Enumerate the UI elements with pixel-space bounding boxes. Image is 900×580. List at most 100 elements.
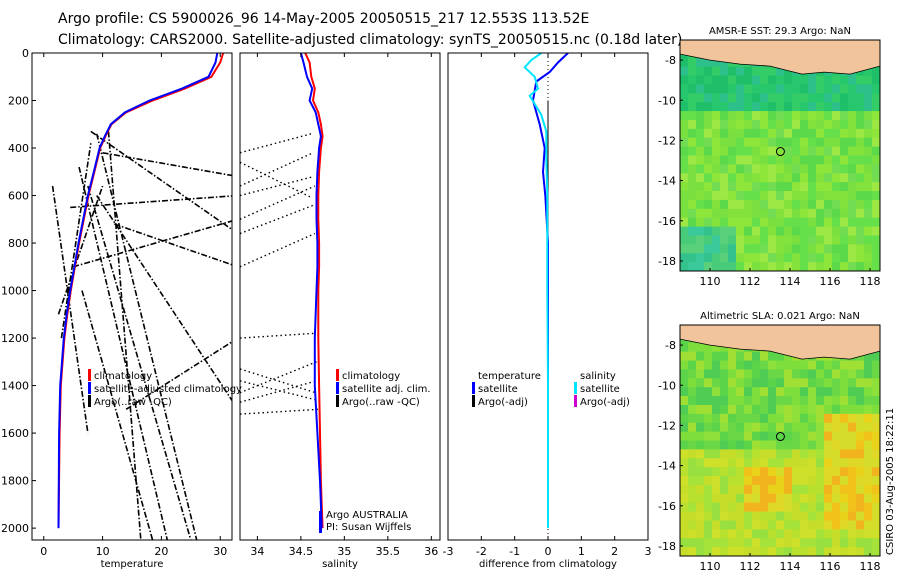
map-cell [832,431,841,442]
map-cell [824,191,833,201]
map-cell [816,235,825,245]
map-cell [744,387,753,397]
map-cell [864,244,873,254]
map-cell [792,369,801,379]
map-cell [808,75,817,86]
map-cell [832,413,841,424]
map-cell [808,93,817,103]
map-cell [768,511,777,522]
map-cell [856,458,865,468]
map-cell [832,93,841,103]
argo-profile-line [240,133,312,154]
x-tick-label: 10 [96,545,110,558]
map-cell [824,458,833,468]
map-cell [760,440,769,450]
map-cell [848,173,857,183]
map-cell [848,235,857,245]
map-frame [679,39,881,272]
map-cell [824,164,833,174]
map-cell [728,128,737,139]
map-cell [856,146,865,157]
map-cell [688,146,697,157]
map-cell [688,164,697,174]
map-cell [816,458,825,468]
map-cell [752,484,761,495]
map-cell [784,502,793,513]
map-cell [784,413,793,424]
map-cell [792,458,801,468]
map-cell [872,449,880,459]
map-cell [744,182,753,192]
map-cell [752,93,761,103]
y-tick-label: -12 [658,419,676,432]
map-cell [760,128,769,139]
map-cell [736,128,745,139]
map-cell [736,164,745,174]
map-cell [776,253,785,263]
map-cell [784,369,793,379]
map-cell [712,342,721,353]
map-cell [792,547,801,556]
map-cell [760,467,769,477]
map-cell [872,431,880,442]
map-cell [680,191,689,201]
map-cell [728,235,737,245]
map-cell [776,84,785,94]
map-cell [776,102,785,112]
map-cell [872,262,880,271]
map-cell [816,387,825,397]
map-cell [832,146,841,157]
map-cell [872,191,880,201]
map-cell [824,93,833,103]
plot-area [240,53,324,529]
map-cell [728,413,737,424]
map-cell [728,547,737,556]
map-cell [872,378,880,388]
argo-profile-line [90,130,232,231]
map-cell [768,529,777,539]
map-cell [824,369,833,379]
map-cell [696,244,705,254]
map-cell [872,199,880,210]
map-cell [720,199,729,210]
map-cell [728,467,737,477]
map-cell [760,111,769,121]
map-cell [744,529,753,539]
map-cell [864,199,873,210]
map-cell [728,502,737,513]
map-cell [848,102,857,112]
map-cell [760,529,769,539]
map-cell [704,422,713,433]
map-cell [680,173,689,183]
map-cell [792,137,801,148]
map-cell [760,449,769,459]
map-cell [840,155,849,165]
map-cell [800,208,809,219]
map-cell [784,396,793,406]
map-cell [744,155,753,165]
map-cell [720,476,729,486]
map-cell [760,413,769,424]
map-cell [744,191,753,201]
map-cell [872,137,880,148]
map-cell [816,244,825,254]
map-cell [704,208,713,219]
map-cell [744,84,753,94]
map-cell [728,511,737,522]
map-cell [792,413,801,424]
map-cell [872,244,880,254]
argo-profile-line [240,232,316,268]
map-cell [840,404,849,415]
map-cell [680,360,689,371]
map-cell [872,173,880,183]
argo-profile-line [125,340,232,411]
plot-frame [31,52,233,541]
map-cell [856,476,865,486]
map-cell [816,369,825,379]
map-cell [776,378,785,388]
map-cell [832,520,841,530]
y-tick-label: -18 [658,540,676,553]
map-cell [736,449,745,459]
map-cell [776,404,785,415]
y-tick-label: -10 [658,94,676,107]
